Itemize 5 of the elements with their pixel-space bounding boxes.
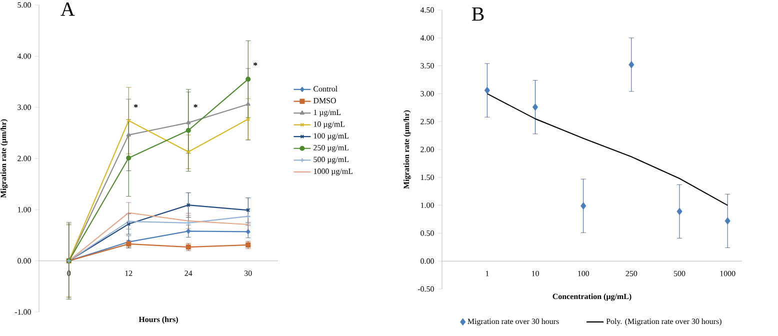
- annotation: *: [194, 104, 198, 108]
- chart-title: B: [472, 8, 484, 21]
- annotation: *: [253, 62, 258, 66]
- chart-title: A: [60, 2, 75, 16]
- annotation: *: [134, 104, 138, 108]
